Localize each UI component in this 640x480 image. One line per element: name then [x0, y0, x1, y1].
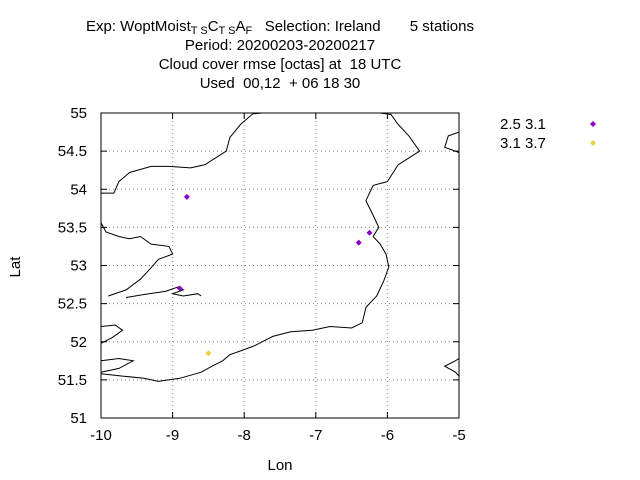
y-tick-label: 54 [70, 181, 87, 198]
coastline-segment [100, 112, 421, 382]
coastline-segment [101, 112, 263, 194]
x-tick-label: -6 [381, 427, 394, 444]
exp-sub-3: F [245, 25, 253, 37]
data-points [176, 193, 373, 357]
data-point-series-1 [355, 239, 362, 246]
y-tick-label: 51.5 [58, 372, 87, 389]
y-tick-label: 55 [70, 105, 87, 122]
coastline-segment [100, 222, 174, 297]
legend-label: 2.5 3.1 [500, 116, 546, 133]
exp-a: A [235, 18, 246, 35]
legend: 2.5 3.1 3.1 3.7 [500, 116, 596, 152]
data-point-series-1 [183, 193, 190, 200]
x-tick-label: -5 [452, 427, 465, 444]
x-tick-label: -7 [309, 427, 322, 444]
coastline-segment [126, 286, 202, 298]
x-axis-label: Lon [267, 457, 292, 474]
title-used: Used 00,12 + 06 18 30 [199, 75, 361, 92]
x-tick-label: -8 [238, 427, 251, 444]
title-period: Period: 20200203-20200217 [184, 37, 376, 54]
y-tick-label: 54.5 [58, 143, 87, 160]
coastline-segment [100, 357, 135, 373]
exp-c: C [207, 18, 219, 35]
y-tick-label: 52 [70, 334, 87, 351]
coastline-segment [443, 358, 460, 377]
x-tick-label: -10 [90, 427, 112, 444]
title-selection: Selection: Ireland 5 stations [252, 18, 474, 35]
axis-ticks: -10 -9 -8 -7 -6 -5 51 51.5 52 52.5 53 53.5 54 54.5 55 [58, 105, 466, 444]
title-parameter: Cloud cover rmse [octas] at 18 UTC [158, 56, 402, 73]
legend-marker [590, 140, 596, 146]
legend-label: 3.1 3.7 [500, 135, 546, 152]
exp-sub-1: T S [190, 25, 208, 37]
coastline [100, 112, 460, 382]
data-point-series-2 [205, 350, 212, 357]
title-experiment: Exp: WoptMoistT SCT SAF Selection: Irela… [0, 18, 600, 40]
data-point-series-1 [176, 285, 183, 292]
coastline-segment [444, 131, 460, 154]
coastline-segment [100, 324, 124, 344]
grid-lines [101, 113, 459, 418]
y-tick-label: 53.5 [58, 219, 87, 236]
y-tick-label: 51 [70, 410, 87, 427]
exp-sub-2: T S [218, 25, 236, 37]
y-axis-label: Lat [7, 256, 24, 278]
data-point-series-1 [366, 229, 373, 236]
x-tick-label: -9 [166, 427, 179, 444]
legend-marker [590, 121, 596, 127]
y-tick-label: 52.5 [58, 296, 87, 313]
exp-prefix: Exp: WoptMoist [86, 18, 191, 35]
y-tick-label: 53 [70, 258, 87, 275]
